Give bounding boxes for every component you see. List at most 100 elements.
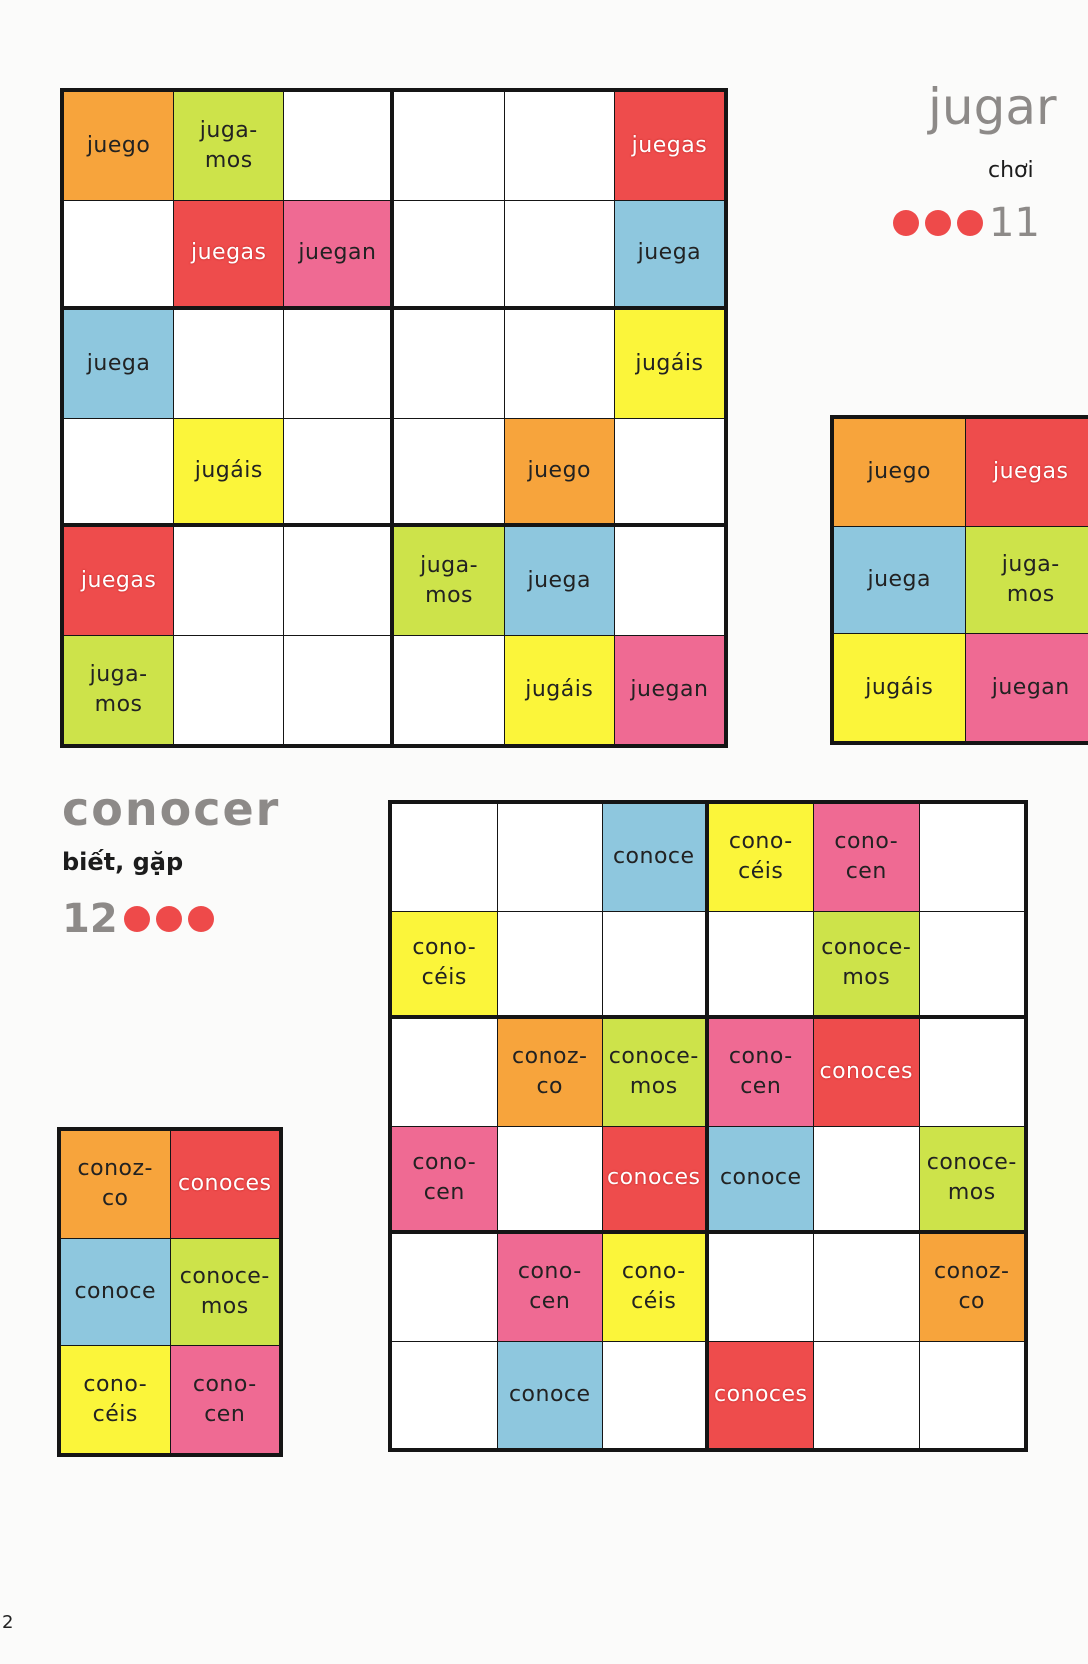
grid-cell-filled: conoz- co [919,1234,1024,1341]
grid-cell-filled: juegas [614,92,724,200]
grid-cell-filled: cono- céis [603,1234,708,1341]
grid-cell-empty[interactable] [497,911,602,1018]
jugar-puzzle-number: 11 [989,200,1040,246]
grid-cell-empty[interactable] [614,418,724,527]
grid-cell-empty[interactable] [174,636,284,744]
difficulty-dot-icon [957,210,983,236]
grid-cell-filled: conoce- mos [814,911,919,1018]
grid-cell-filled: conoce [497,1341,602,1448]
grid-cell-empty[interactable] [394,92,504,200]
grid-cell-empty[interactable] [392,1019,497,1126]
grid-cell-empty[interactable] [504,92,614,200]
grid-cell-filled: cono- cen [497,1234,602,1341]
grid-cell-empty[interactable] [497,804,602,911]
conocer-difficulty: 12 [62,896,214,942]
conocer-sudoku-grid: conoce cono- céis cono- cen cono- céis conoc… [388,800,1028,1452]
jugar-translation: chơi [988,158,1034,183]
grid-cell-filled: conoce [61,1238,170,1346]
grid-cell-filled: juego [834,419,965,526]
grid-cell-empty[interactable] [708,1234,813,1341]
grid-cell-filled: juegas [174,200,284,309]
grid-cell-filled: juegas [64,527,174,636]
grid-cell-filled: conoz- co [497,1019,602,1126]
grid-cell-filled: cono- cen [170,1346,279,1453]
grid-cell-empty[interactable] [708,911,813,1018]
grid-cell-empty[interactable] [64,418,174,527]
grid-cell-empty[interactable] [504,200,614,309]
grid-cell-filled: conoce [603,804,708,911]
grid-cell-empty[interactable] [284,92,394,200]
grid-cell-filled: juga- mos [174,92,284,200]
grid-cell-empty[interactable] [394,418,504,527]
grid-cell-empty[interactable] [919,911,1024,1018]
grid-cell-empty[interactable] [603,911,708,1018]
grid-cell-filled: conoces [814,1019,919,1126]
jugar-difficulty: 11 [893,200,1040,246]
grid-cell-filled: cono- céis [708,804,813,911]
grid-cell-empty[interactable] [394,636,504,744]
grid-cell-empty[interactable] [392,1234,497,1341]
grid-cell-empty[interactable] [394,309,504,418]
grid-cell-filled: juego [64,92,174,200]
grid-cell-filled: cono- cen [392,1126,497,1233]
grid-cell-filled: juegan [284,200,394,309]
grid-cell-filled: juga- mos [64,636,174,744]
conocer-puzzle-number: 12 [62,896,118,942]
grid-cell-filled: conoce- mos [919,1126,1024,1233]
grid-cell-empty[interactable] [814,1234,919,1341]
grid-cell-empty[interactable] [919,1019,1024,1126]
grid-cell-empty[interactable] [814,1126,919,1233]
conocer-title: conocer [62,782,281,836]
jugar-title: jugar [928,78,1057,136]
grid-cell-empty[interactable] [174,309,284,418]
grid-cell-empty[interactable] [284,309,394,418]
difficulty-dot-icon [187,906,214,932]
grid-cell-filled: jugáis [174,418,284,527]
grid-cell-empty[interactable] [284,636,394,744]
conocer-legend-grid: conoz- co conoces conoce conoce- mos cono- c… [57,1127,283,1457]
grid-cell-empty[interactable] [174,527,284,636]
grid-cell-filled: jugáis [614,309,724,418]
grid-cell-empty[interactable] [814,1341,919,1448]
grid-cell-filled: juega [614,200,724,309]
grid-cell-empty[interactable] [394,200,504,309]
grid-cell-empty[interactable] [614,527,724,636]
page-number: 2 [2,1612,14,1633]
grid-cell-empty[interactable] [603,1341,708,1448]
conocer-translation: biết, gặp [62,848,184,876]
grid-cell-filled: juego [504,418,614,527]
grid-cell-empty[interactable] [284,418,394,527]
difficulty-dot-icon [925,210,951,236]
grid-cell-empty[interactable] [497,1126,602,1233]
grid-cell-filled: cono- cen [708,1019,813,1126]
grid-cell-filled: juega [504,527,614,636]
grid-cell-filled: juga- mos [394,527,504,636]
grid-cell-filled: juega [64,309,174,418]
grid-cell-filled: conoces [603,1126,708,1233]
difficulty-dot-icon [893,210,919,236]
grid-cell-filled: juegan [614,636,724,744]
grid-cell-filled: juegas [965,419,1088,526]
grid-cell-empty[interactable] [64,200,174,309]
grid-cell-empty[interactable] [392,804,497,911]
grid-cell-filled: jugáis [504,636,614,744]
jugar-sudoku-grid: juego juga- mos juegas juegas juegan juega jue… [60,88,728,748]
difficulty-dot-icon [123,906,150,932]
grid-cell-filled: juegan [965,634,1088,741]
grid-cell-empty[interactable] [392,1341,497,1448]
grid-cell-filled: conoce- mos [170,1238,279,1346]
grid-cell-filled: cono- cen [814,804,919,911]
grid-cell-empty[interactable] [919,804,1024,911]
grid-cell-filled: conoz- co [61,1131,170,1238]
jugar-legend-grid: juego juegas juega juga- mos jugáis juegan [830,415,1088,745]
grid-cell-empty[interactable] [504,309,614,418]
grid-cell-filled: conoce- mos [603,1019,708,1126]
grid-cell-filled: jugáis [834,634,965,741]
grid-cell-filled: conoces [708,1341,813,1448]
grid-cell-filled: juega [834,526,965,634]
grid-cell-filled: cono- céis [61,1346,170,1453]
difficulty-dot-icon [155,906,182,932]
grid-cell-empty[interactable] [919,1341,1024,1448]
grid-cell-filled: conoce [708,1126,813,1233]
grid-cell-empty[interactable] [284,527,394,636]
